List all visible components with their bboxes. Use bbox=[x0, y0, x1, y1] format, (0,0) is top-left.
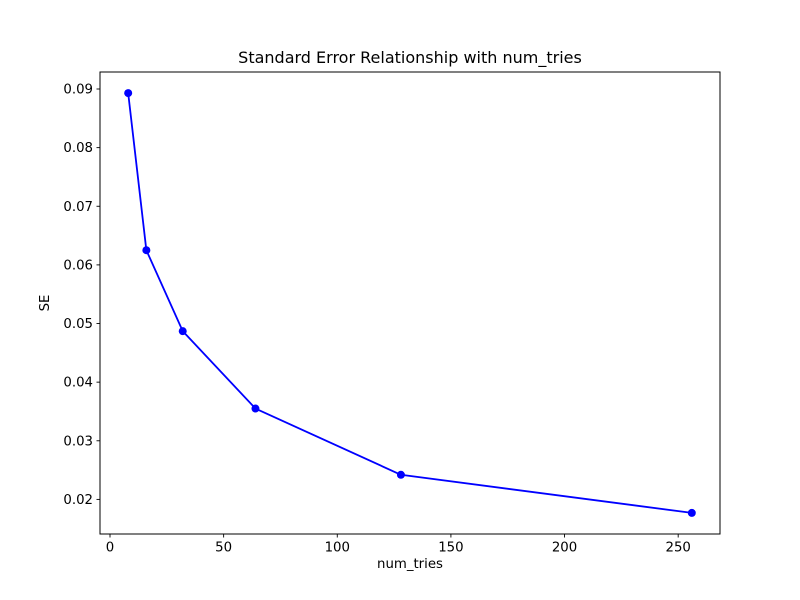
data-point bbox=[124, 89, 133, 98]
y-tick-label: 0.03 bbox=[63, 434, 93, 449]
data-point bbox=[396, 470, 405, 479]
y-axis-label: SE bbox=[38, 295, 53, 312]
data-point bbox=[142, 246, 151, 255]
x-tick-label: 100 bbox=[325, 541, 350, 556]
y-tick-label: 0.04 bbox=[63, 376, 93, 391]
x-axis-label: num_tries bbox=[377, 557, 443, 572]
y-tick-label: 0.06 bbox=[63, 258, 93, 273]
x-tick-label: 250 bbox=[665, 541, 690, 556]
data-point bbox=[251, 404, 260, 413]
y-tick-label: 0.05 bbox=[63, 317, 93, 332]
x-tick-label: 0 bbox=[106, 541, 114, 556]
chart-title: Standard Error Relationship with num_tri… bbox=[238, 48, 582, 68]
data-point bbox=[687, 508, 696, 517]
x-tick-label: 50 bbox=[215, 541, 232, 556]
y-tick-label: 0.08 bbox=[63, 141, 93, 156]
y-tick-label: 0.07 bbox=[63, 200, 93, 215]
data-point bbox=[178, 327, 187, 336]
y-tick-label: 0.02 bbox=[63, 493, 93, 508]
x-tick-label: 150 bbox=[438, 541, 463, 556]
x-tick-label: 200 bbox=[552, 541, 577, 556]
plot-border bbox=[99, 71, 721, 535]
y-tick-label: 0.09 bbox=[63, 83, 93, 98]
se-line bbox=[127, 92, 693, 514]
